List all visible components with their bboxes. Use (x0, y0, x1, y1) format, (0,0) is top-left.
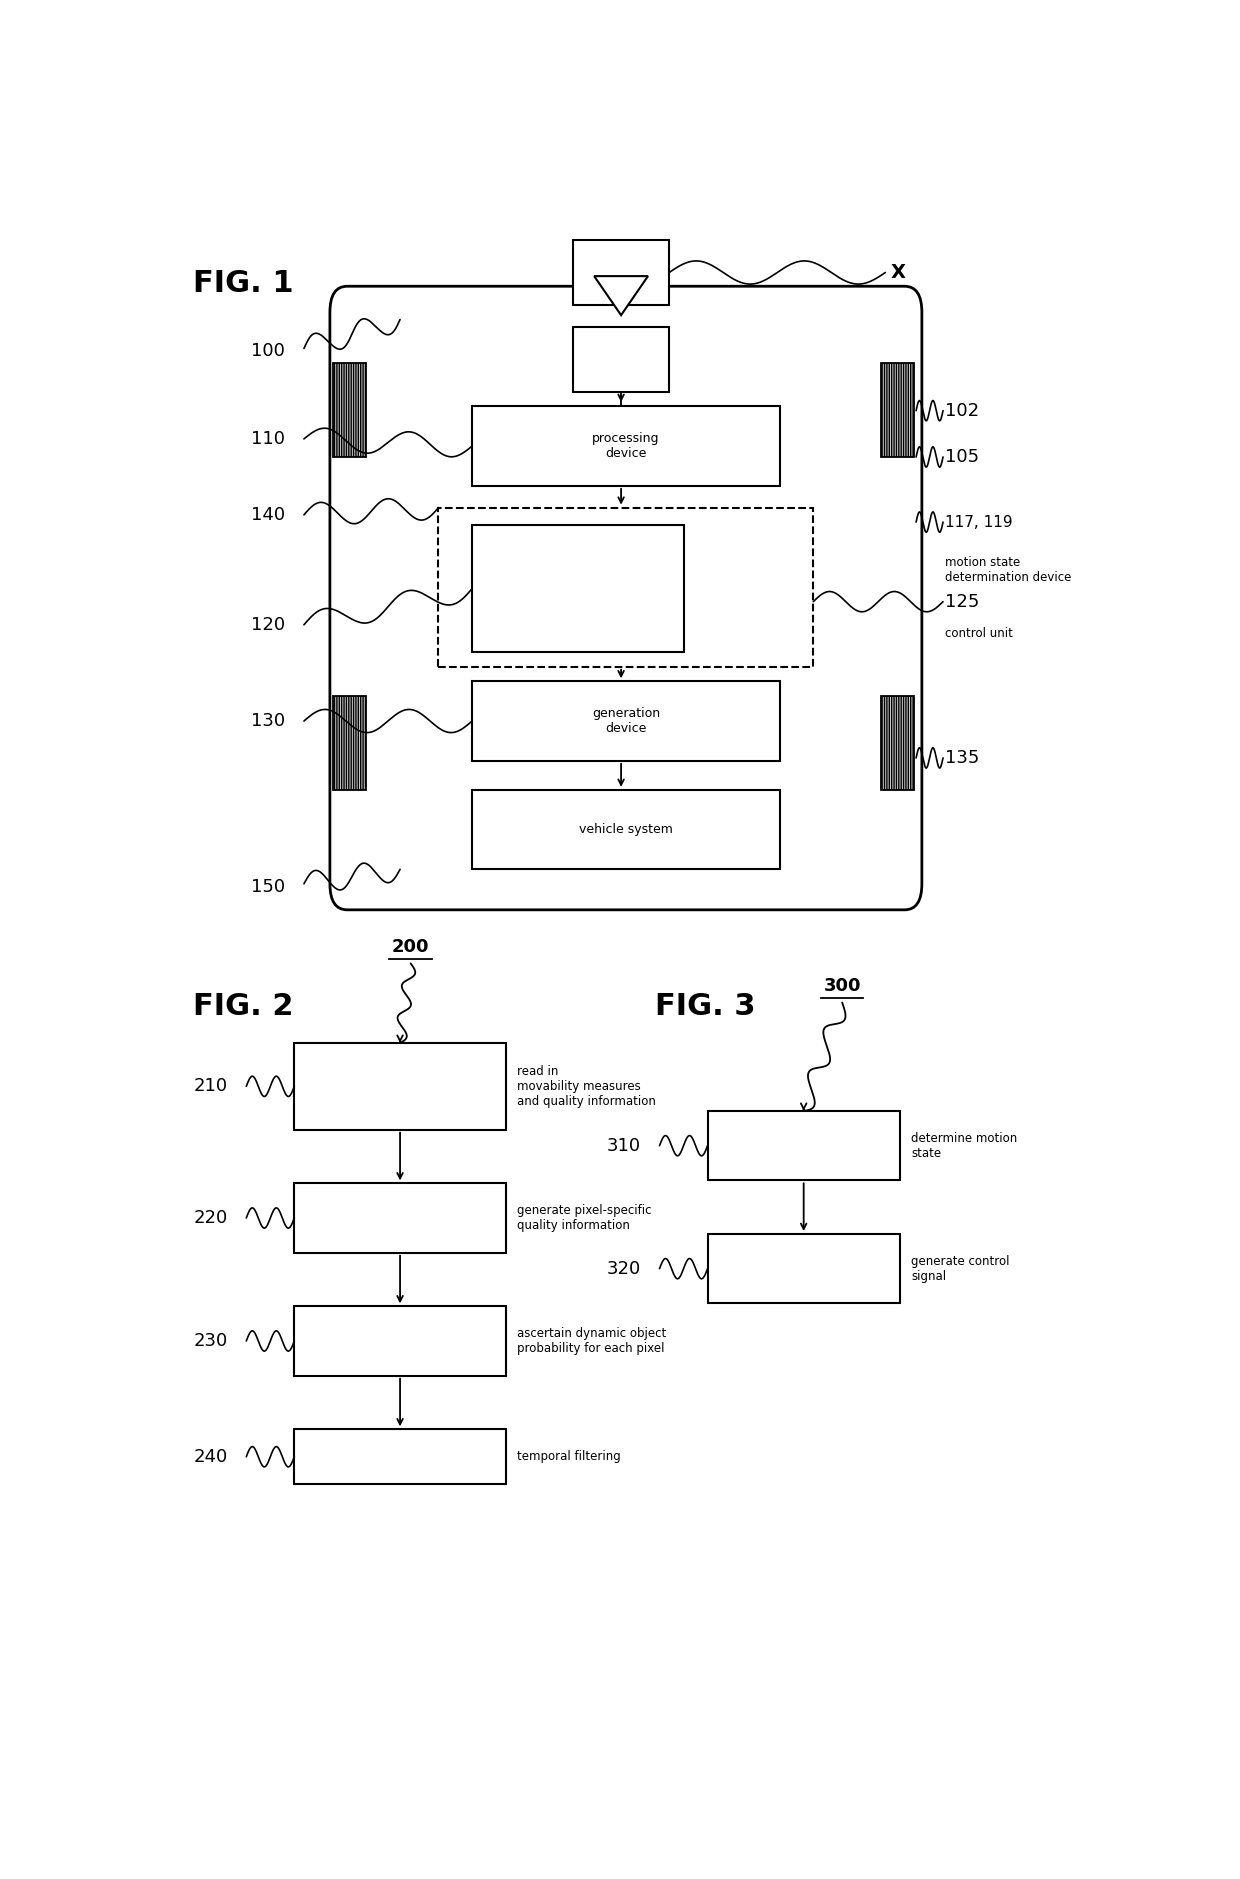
Text: 110: 110 (250, 430, 285, 447)
Text: 130: 130 (250, 712, 285, 731)
Text: vehicle system: vehicle system (579, 823, 673, 836)
Text: generate pixel-specific
quality information: generate pixel-specific quality informat… (517, 1204, 652, 1233)
Text: 100: 100 (250, 342, 285, 361)
Polygon shape (594, 276, 649, 316)
Text: read in
movability measures
and quality information: read in movability measures and quality … (517, 1065, 656, 1109)
Text: 120: 120 (250, 616, 285, 633)
Bar (708, 1235, 900, 1304)
Text: generation
device: generation device (591, 707, 660, 735)
Text: control unit: control unit (945, 628, 1013, 641)
Text: processing
device: processing device (593, 432, 660, 460)
Bar (294, 1043, 506, 1129)
Text: FIG. 1: FIG. 1 (193, 269, 294, 299)
Text: 310: 310 (606, 1137, 641, 1156)
Text: FIG. 3: FIG. 3 (655, 992, 755, 1022)
Bar (332, 363, 367, 457)
Bar (294, 1306, 506, 1375)
Bar (573, 241, 670, 304)
Text: 200: 200 (392, 938, 429, 956)
Text: 220: 220 (193, 1208, 228, 1227)
Bar (880, 363, 914, 457)
Text: 105: 105 (945, 447, 980, 466)
Bar (472, 789, 780, 870)
Text: X: X (890, 263, 905, 282)
Bar (472, 682, 780, 761)
Bar (332, 695, 367, 789)
Text: temporal filtering: temporal filtering (517, 1451, 621, 1464)
Bar (294, 1184, 506, 1253)
Text: 135: 135 (945, 750, 980, 767)
Bar (472, 406, 780, 487)
Text: 300: 300 (823, 977, 861, 996)
Text: 210: 210 (193, 1077, 228, 1095)
Text: 140: 140 (250, 505, 285, 524)
Text: FIG. 2: FIG. 2 (193, 992, 294, 1022)
Text: 150: 150 (250, 877, 285, 896)
Bar (708, 1110, 900, 1180)
Text: 320: 320 (606, 1259, 641, 1278)
Text: determine motion
state: determine motion state (911, 1131, 1018, 1159)
Text: 117, 119: 117, 119 (945, 515, 1013, 530)
Text: motion state
determination device: motion state determination device (945, 556, 1071, 584)
Text: 240: 240 (193, 1447, 228, 1466)
FancyBboxPatch shape (330, 286, 921, 909)
Bar (294, 1430, 506, 1484)
Text: generate control
signal: generate control signal (911, 1255, 1009, 1283)
Text: ascertain dynamic object
probability for each pixel: ascertain dynamic object probability for… (517, 1327, 667, 1355)
Text: 230: 230 (193, 1332, 228, 1349)
Bar (573, 327, 670, 393)
Bar (439, 507, 813, 667)
Bar (472, 524, 683, 652)
Text: 125: 125 (945, 592, 980, 611)
Bar (880, 695, 914, 789)
Text: 102: 102 (945, 402, 980, 419)
